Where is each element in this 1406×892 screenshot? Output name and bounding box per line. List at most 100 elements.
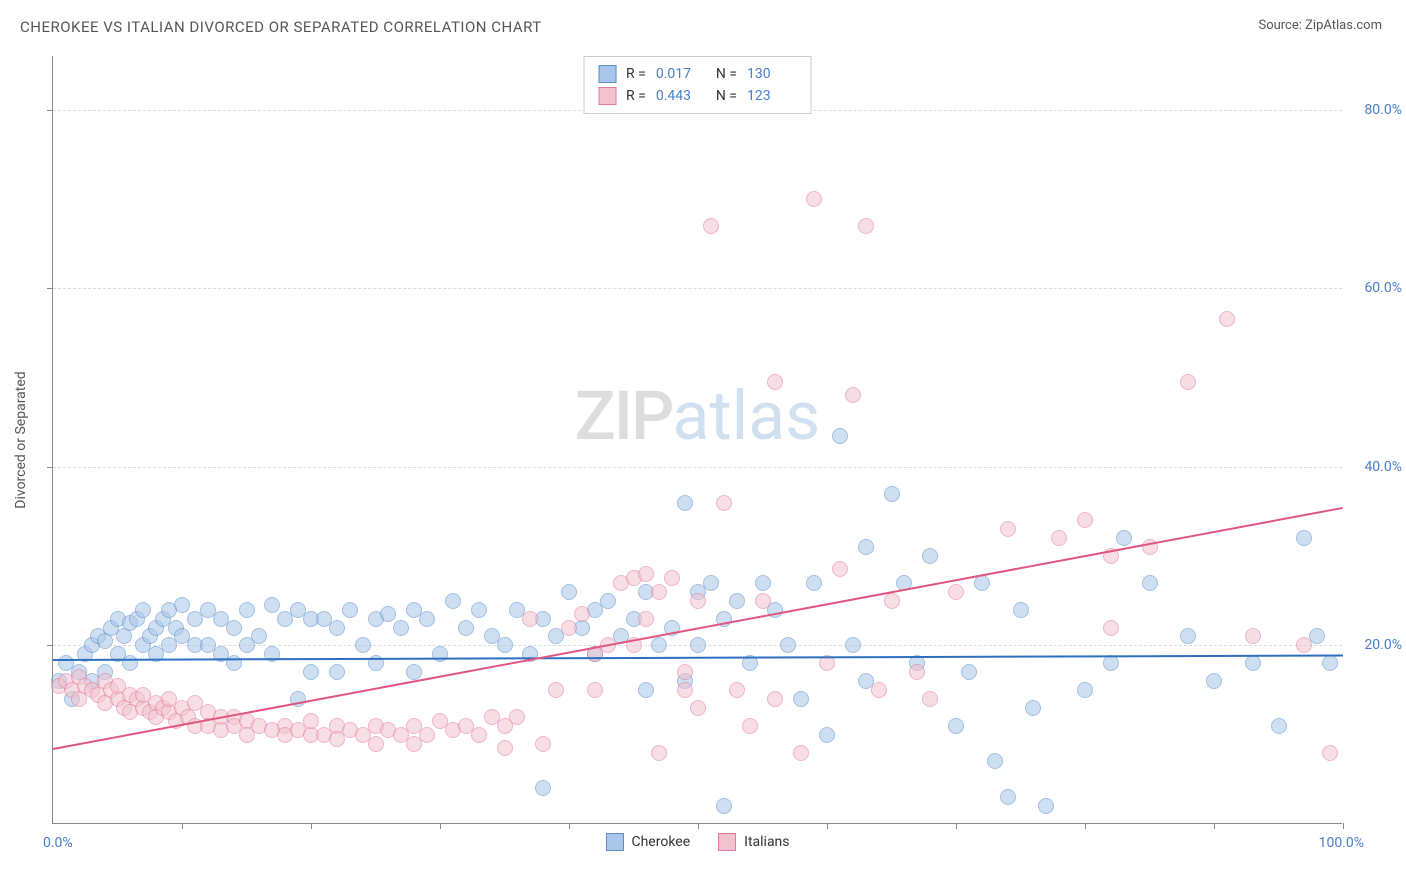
x-tick (698, 823, 699, 829)
x-axis-min-label: 0.0% (43, 835, 73, 851)
y-tick-label: 40.0% (1364, 459, 1402, 475)
x-axis-max-label: 100.0% (1319, 835, 1364, 851)
scatter-point (1180, 628, 1196, 644)
source-name: ZipAtlas.com (1305, 18, 1382, 33)
scatter-point (638, 682, 654, 698)
scatter-point (884, 593, 900, 609)
scatter-point (677, 682, 693, 698)
scatter-point (535, 736, 551, 752)
scatter-point (767, 691, 783, 707)
swatch-italians (718, 833, 736, 851)
scatter-point (1000, 789, 1016, 805)
n-label: N = (716, 66, 737, 82)
r-label: R = (626, 66, 646, 82)
scatter-point (1219, 311, 1235, 327)
legend-label-italians: Italians (744, 834, 789, 850)
scatter-point (419, 611, 435, 627)
scatter-point (922, 691, 938, 707)
scatter-point (1103, 620, 1119, 636)
x-tick (311, 823, 312, 829)
watermark-zip: ZIP (575, 376, 673, 456)
x-tick (569, 823, 570, 829)
scatter-point (406, 664, 422, 680)
scatter-point (729, 593, 745, 609)
scatter-point (1038, 798, 1054, 814)
y-axis-title: Divorced or Separated (13, 371, 29, 508)
scatter-point (690, 637, 706, 653)
scatter-point (600, 593, 616, 609)
swatch-cherokee (598, 65, 616, 83)
scatter-point (561, 584, 577, 600)
scatter-point (509, 709, 525, 725)
source-label: Source: (1258, 18, 1305, 33)
r-value-italians: 0.443 (656, 88, 706, 104)
scatter-point (380, 606, 396, 622)
n-value-cherokee: 130 (747, 66, 797, 82)
scatter-point (303, 664, 319, 680)
y-tick-label: 20.0% (1364, 637, 1402, 653)
scatter-point (755, 593, 771, 609)
scatter-point (1322, 745, 1338, 761)
scatter-point (522, 611, 538, 627)
r-label: R = (626, 88, 646, 104)
scatter-point (793, 691, 809, 707)
scatter-point (742, 718, 758, 734)
scatter-point (587, 682, 603, 698)
scatter-point (1180, 374, 1196, 390)
scatter-point (1142, 575, 1158, 591)
scatter-point (535, 780, 551, 796)
scatter-point (716, 798, 732, 814)
scatter-point (729, 682, 745, 698)
scatter-point (174, 597, 190, 613)
scatter-point (1245, 655, 1261, 671)
watermark: ZIPatlas (575, 376, 821, 456)
scatter-point (497, 740, 513, 756)
scatter-point (819, 727, 835, 743)
legend-item-cherokee: Cherokee (605, 833, 690, 851)
scatter-point (871, 682, 887, 698)
scatter-point (1245, 628, 1261, 644)
scatter-point (703, 218, 719, 234)
scatter-point (264, 597, 280, 613)
plot-area: Divorced or Separated ZIPatlas R = 0.017… (52, 56, 1342, 824)
scatter-point (845, 637, 861, 653)
scatter-point (922, 548, 938, 564)
x-tick (1214, 823, 1215, 829)
y-tick (47, 467, 53, 468)
scatter-point (793, 745, 809, 761)
y-tick-label: 80.0% (1364, 102, 1402, 118)
scatter-point (909, 664, 925, 680)
scatter-point (1077, 682, 1093, 698)
scatter-point (716, 495, 732, 511)
scatter-point (329, 664, 345, 680)
scatter-point (303, 713, 319, 729)
scatter-point (1116, 530, 1132, 546)
y-tick (47, 645, 53, 646)
legend-label-cherokee: Cherokee (631, 834, 690, 850)
scatter-point (471, 727, 487, 743)
scatter-point (226, 620, 242, 636)
scatter-point (432, 646, 448, 662)
x-tick (1085, 823, 1086, 829)
scatter-point (690, 593, 706, 609)
legend-item-italians: Italians (718, 833, 789, 851)
x-tick (1343, 823, 1344, 829)
trend-line (53, 654, 1343, 660)
source-attribution: Source: ZipAtlas.com (1258, 18, 1382, 33)
scatter-point (1103, 655, 1119, 671)
stats-row-cherokee: R = 0.017 N = 130 (598, 63, 797, 85)
scatter-point (1077, 512, 1093, 528)
scatter-point (1322, 655, 1338, 671)
y-tick-label: 60.0% (1364, 280, 1402, 296)
scatter-point (1013, 602, 1029, 618)
n-label: N = (716, 88, 737, 104)
scatter-point (561, 620, 577, 636)
scatter-point (845, 387, 861, 403)
scatter-point (767, 374, 783, 390)
scatter-point (251, 628, 267, 644)
swatch-cherokee (605, 833, 623, 851)
scatter-point (638, 566, 654, 582)
scatter-point (497, 637, 513, 653)
scatter-point (638, 611, 654, 627)
scatter-point (239, 602, 255, 618)
